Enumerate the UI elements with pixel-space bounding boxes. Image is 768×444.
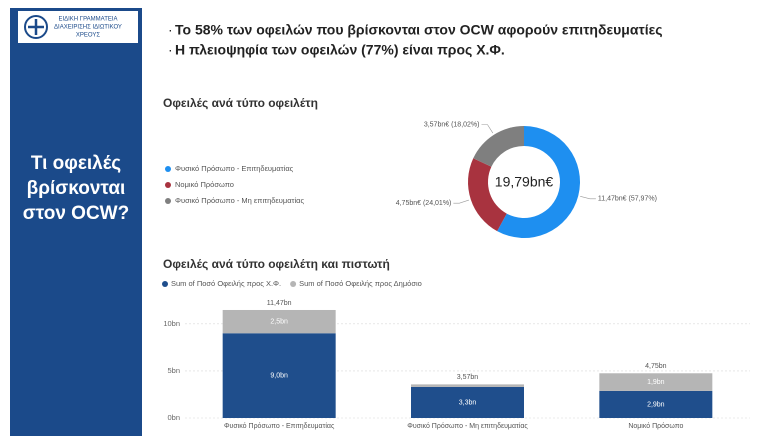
total-label: 4,75bn: [645, 363, 667, 370]
sidebar-heading: βρίσκονται: [27, 178, 126, 199]
bullet-dot: ·: [168, 22, 173, 38]
logo-text: ΔΙΑΧΕΙΡΙΣΗΣ ΙΔΙΩΤΙΚΟΥ: [54, 25, 122, 31]
legend-label: Sum of Ποσό Οφειλής προς Χ.Φ.: [171, 279, 281, 288]
legend-label: Φυσικό Πρόσωπο - Μη επιτηδευματίας: [175, 196, 304, 205]
bar-segment: [222, 309, 336, 334]
donut-slice: [473, 126, 524, 167]
y-tick-label: 5bn: [167, 366, 180, 375]
legend-swatch: [162, 281, 168, 287]
bullet: Η πλειοψηφία των οφειλών (77%) είναι προ…: [175, 42, 505, 58]
data-label: 2,5bn: [270, 318, 288, 325]
legend-label: Sum of Ποσό Οφειλής προς Δημόσιο: [299, 279, 422, 288]
legend-label: Νομικό Πρόσωπο: [175, 180, 234, 189]
sidebar-heading: Τι οφειλές: [31, 153, 121, 174]
donut-slice: [497, 126, 581, 238]
y-tick-label: 10bn: [163, 319, 180, 328]
data-label: 2,9bn: [647, 401, 665, 408]
bar-segment: [411, 384, 524, 387]
data-label: 3,3bn: [459, 399, 477, 406]
logo-cross: [28, 19, 44, 35]
logo-text: ΧΡΕΟΥΣ: [76, 33, 100, 39]
data-label: 4,75bn€ (24,01%): [396, 200, 452, 207]
donut-slice: [467, 158, 507, 232]
total-label: 3,57bn: [457, 374, 479, 381]
leader-line: [481, 124, 494, 134]
chart-title: Οφειλές ανά τύπο οφειλέτη και πιστωτή: [163, 257, 390, 271]
y-tick-label: 0bn: [167, 413, 180, 422]
legend-label: Φυσικό Πρόσωπο - Επιτηδευματίας: [175, 164, 294, 173]
chart-title: Οφειλές ανά τύπο οφειλέτη: [163, 96, 318, 110]
x-tick-label: Νομικό Πρόσωπο: [628, 422, 683, 430]
total-label: 11,47bn: [267, 300, 292, 307]
sidebar-heading: στον OCW?: [23, 203, 129, 224]
bar-segment: [599, 373, 713, 391]
center-label: 19,79bn€: [495, 174, 554, 190]
bar-segment: [599, 390, 713, 418]
bar-segment: [222, 333, 336, 418]
x-tick-label: Φυσικό Πρόσωπο - Επιτηδευματίας: [224, 422, 335, 430]
leader-line: [580, 196, 596, 200]
leader-line: [453, 199, 469, 204]
x-tick-label: Φυσικό Πρόσωπο - Μη επιτηδευματίας: [407, 422, 528, 430]
data-label: 9,0bn: [270, 372, 288, 379]
bullet-dot: ·: [168, 42, 173, 58]
bullet: Το 58% των οφειλών που βρίσκονται στον O…: [175, 22, 663, 38]
legend-swatch: [165, 166, 171, 172]
data-label: 11,47bn€ (57,97%): [598, 196, 657, 203]
data-label: 1,9bn: [647, 379, 665, 386]
data-label: 3,57bn€ (18,02%): [424, 121, 480, 128]
legend-swatch: [290, 281, 297, 287]
logo-emblem: [24, 15, 48, 39]
bar-segment: [411, 386, 524, 418]
logo-text: ΕΙΔΙΚΗ ΓΡΑΜΜΑΤΕΙΑ: [58, 17, 117, 23]
legend-swatch: [165, 182, 171, 188]
sidebar: [10, 8, 142, 436]
legend-swatch: [165, 198, 171, 204]
